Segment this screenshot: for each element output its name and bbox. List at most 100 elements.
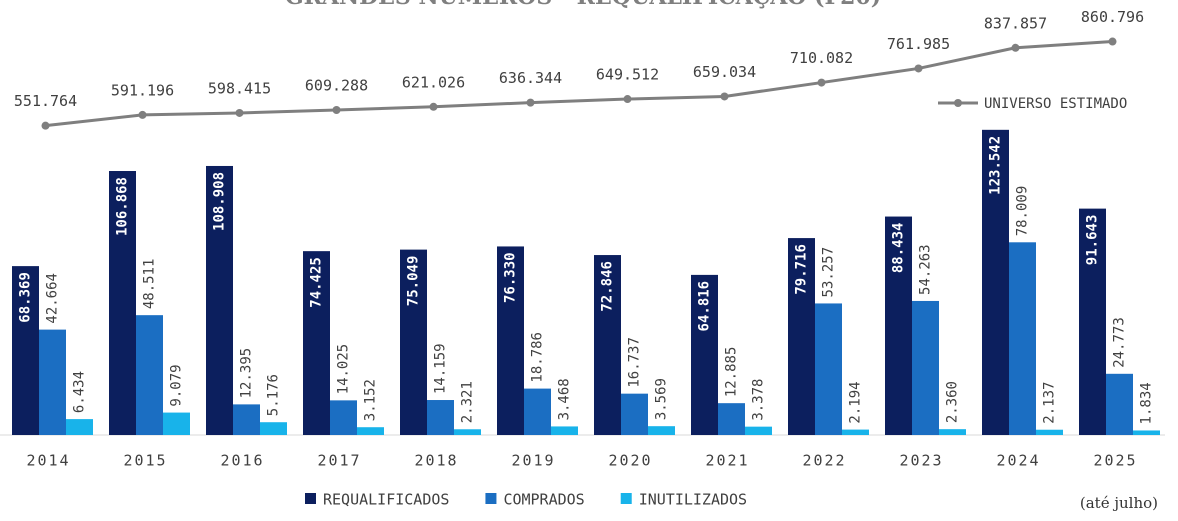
bar — [788, 238, 815, 435]
data-label: 710.082 — [790, 49, 853, 67]
data-label: 108.908 — [212, 172, 228, 231]
legend-swatch — [620, 493, 632, 504]
data-label: 3.152 — [363, 379, 379, 421]
data-label: 609.288 — [305, 76, 368, 94]
bar — [357, 427, 384, 435]
data-label: 42.664 — [45, 273, 61, 324]
data-label: 48.511 — [142, 259, 158, 310]
bar — [233, 404, 260, 435]
bar — [1009, 242, 1036, 435]
data-label: 18.786 — [530, 332, 546, 383]
data-label: 9.079 — [169, 364, 185, 406]
legend-marker — [954, 99, 962, 107]
bar — [912, 300, 939, 435]
bar — [109, 171, 136, 435]
data-label: 24.773 — [1112, 317, 1128, 368]
bar — [260, 422, 287, 435]
data-label: 72.846 — [600, 261, 616, 312]
line-point — [235, 108, 244, 117]
legend-label: INUTILIZADOS — [639, 491, 747, 509]
data-label: 6.434 — [72, 371, 88, 413]
bar — [497, 246, 524, 435]
bar — [163, 412, 190, 435]
x-tick-label: 2019 — [511, 452, 555, 470]
x-tick-label: 2014 — [26, 452, 70, 470]
data-label: 837.857 — [984, 14, 1047, 32]
data-label: 860.796 — [1081, 8, 1144, 26]
data-label: 5.176 — [266, 374, 282, 416]
bar — [939, 429, 966, 435]
data-label: 64.816 — [697, 281, 713, 332]
data-label: 2.360 — [945, 381, 961, 423]
data-label: 123.542 — [988, 136, 1004, 195]
x-tick-label: 2025 — [1093, 452, 1137, 470]
line-point — [138, 110, 147, 119]
x-tick-label: 2021 — [705, 452, 749, 470]
data-label: 78.009 — [1015, 186, 1031, 237]
line-point — [41, 121, 50, 130]
x-tick-label: 2023 — [899, 452, 943, 470]
data-label: 14.159 — [433, 343, 449, 394]
legend-label: REQUALIFICADOS — [323, 491, 449, 509]
x-tick-label: 2020 — [608, 452, 652, 470]
bar — [718, 403, 745, 435]
data-label: 1.834 — [1139, 382, 1155, 424]
line-point — [332, 105, 341, 114]
bar — [621, 393, 648, 435]
data-label: 3.468 — [557, 378, 573, 420]
data-label: 53.257 — [821, 247, 837, 298]
data-label: 12.395 — [239, 348, 255, 399]
bar — [303, 251, 330, 435]
bar — [400, 249, 427, 435]
bar — [1133, 430, 1160, 435]
data-label: 68.369 — [18, 272, 34, 323]
line-point — [1011, 43, 1020, 52]
line-point — [914, 64, 923, 73]
bar — [427, 400, 454, 435]
data-label: 79.716 — [794, 244, 810, 295]
bar — [1036, 429, 1063, 435]
x-tick-label: 2015 — [123, 452, 167, 470]
bar — [206, 165, 233, 435]
data-label: 54.263 — [918, 244, 934, 295]
bar — [691, 274, 718, 435]
x-tick-label: 2017 — [317, 452, 361, 470]
data-label: 598.415 — [208, 79, 271, 97]
x-tick-label: 2018 — [414, 452, 458, 470]
data-label: 551.764 — [14, 92, 77, 110]
legend-label: COMPRADOS — [503, 491, 584, 509]
bar — [982, 129, 1009, 435]
data-label: 3.569 — [654, 378, 670, 420]
bar — [136, 315, 163, 435]
line — [45, 40, 1113, 128]
data-label: 591.196 — [111, 81, 174, 99]
data-label: 75.049 — [406, 256, 422, 307]
bar — [1106, 373, 1133, 435]
bar — [815, 303, 842, 435]
data-label: 2.137 — [1042, 382, 1058, 424]
data-label: 16.737 — [627, 337, 643, 388]
data-label: 91.643 — [1085, 215, 1101, 266]
data-label: 2.321 — [460, 381, 476, 423]
line-point — [429, 102, 438, 111]
x-tick-label: 2022 — [802, 452, 846, 470]
line-point — [817, 78, 826, 87]
bar — [745, 426, 772, 435]
bar — [1079, 208, 1106, 435]
bar — [594, 255, 621, 435]
data-label: 14.025 — [336, 344, 352, 395]
bar — [551, 426, 578, 435]
bar — [524, 388, 551, 435]
data-label: 3.378 — [751, 378, 767, 420]
data-label: 761.985 — [887, 35, 950, 53]
data-label: 659.034 — [693, 63, 756, 81]
line-point — [1108, 37, 1117, 46]
x-tick-label: 2024 — [996, 452, 1040, 470]
data-label: 636.344 — [499, 69, 562, 87]
legend-swatch — [305, 493, 316, 504]
line-point — [526, 98, 535, 107]
bar — [66, 419, 93, 435]
data-label: 12.885 — [724, 347, 740, 398]
chart-title: GRANDES NÚMEROS - REQUALIFICAÇÃO (F20) — [285, 0, 881, 10]
